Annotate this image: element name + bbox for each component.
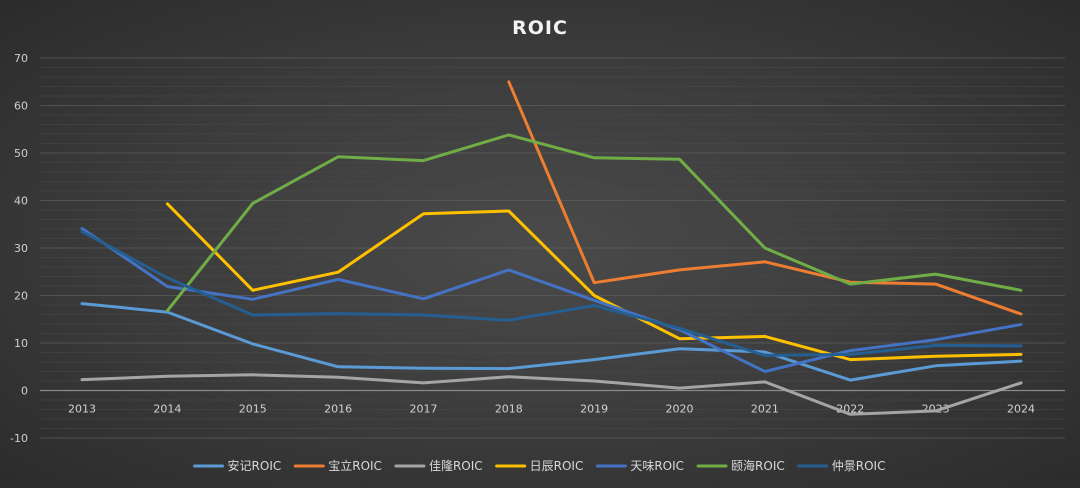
x-tick-label: 2013 [68,403,96,416]
legend-item: 佳隆ROIC [394,458,483,473]
y-axis-ticks: -10 0 10 20 30 40 50 60 70 [10,52,28,445]
x-axis-ticks: 2013 2014 2015 2016 2017 2018 2019 2020 2021 2022… [68,403,1035,416]
y-tick-label: 10 [14,337,28,350]
chart-title: ROIC [512,17,568,39]
x-tick-label: 2018 [495,403,523,416]
gridlines [40,57,1065,439]
x-tick-label: 2021 [751,403,779,416]
legend-label: 颐海ROIC [731,458,785,473]
legend-label: 仲景ROIC [832,459,886,473]
y-tick-label: 0 [21,385,28,398]
x-tick-label: 2016 [324,403,352,416]
y-tick-label: 60 [14,100,28,113]
y-tick-label: -10 [10,432,28,445]
x-tick-label: 2024 [1007,403,1035,416]
y-tick-label: 40 [14,195,28,208]
series-line-2 [507,80,1023,316]
legend-label: 日辰ROIC [530,459,584,473]
series-line-5 [80,227,1023,373]
legend-item: 天味ROIC [595,459,684,473]
legend-label: 安记ROIC [228,458,282,473]
legend-label: 天味ROIC [630,459,684,473]
x-tick-label: 2014 [153,403,181,416]
legend-item: 安记ROIC [193,458,282,473]
legend-item: 日辰ROIC [495,459,584,473]
legend: 安记ROIC 宝立ROIC 佳隆ROIC 日辰ROIC 天味ROIC 颐海ROIC 仲景RO… [193,458,886,473]
legend-item: 颐海ROIC [696,458,785,473]
series-line-3 [80,373,1023,416]
x-tick-label: 2017 [409,403,437,416]
legend-label: 佳隆ROIC [429,458,483,473]
series-line-7 [80,229,1023,357]
x-tick-label: 2015 [239,403,267,416]
legend-label: 宝立ROIC [328,458,382,473]
x-tick-label: 2019 [580,403,608,416]
legend-item: 宝立ROIC [293,458,382,473]
y-tick-label: 50 [14,147,28,160]
y-tick-label: 70 [14,52,28,65]
series-line-6 [165,133,1023,313]
y-tick-label: 20 [14,290,28,303]
series-lines [80,80,1023,416]
series-line-1 [80,302,1023,382]
series-line-4 [165,202,1023,362]
y-tick-label: 30 [14,242,28,255]
legend-item: 仲景ROIC [797,459,886,473]
x-tick-label: 2020 [666,403,694,416]
